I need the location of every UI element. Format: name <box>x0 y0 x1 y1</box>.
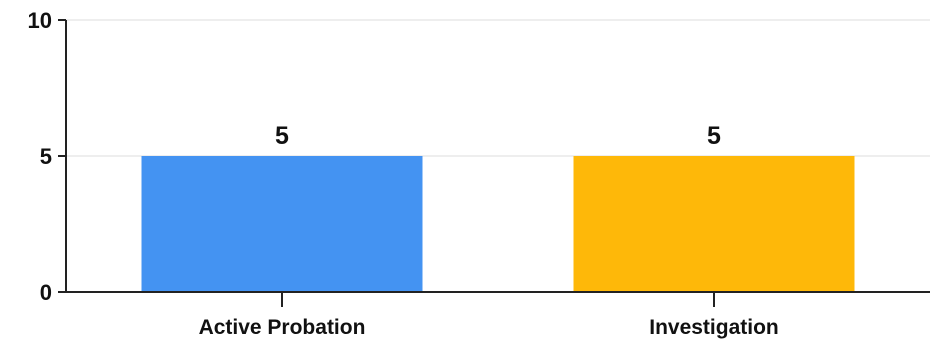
x-category-label: Investigation <box>649 316 779 339</box>
y-tick-label: 0 <box>40 280 52 305</box>
x-category-label: Active Probation <box>199 316 366 339</box>
y-tick-label: 10 <box>28 8 52 33</box>
labels: 0 5 10 Active Probation 5 Investigation 5 <box>28 8 779 339</box>
axes <box>58 19 930 307</box>
bars <box>141 156 855 292</box>
y-tick-label: 5 <box>40 144 52 169</box>
grid-lines <box>66 19 930 157</box>
bar-investigation <box>573 156 855 292</box>
bar-data-label: 5 <box>707 122 721 150</box>
bar-data-label: 5 <box>275 122 289 150</box>
bar-active-probation <box>141 156 423 292</box>
